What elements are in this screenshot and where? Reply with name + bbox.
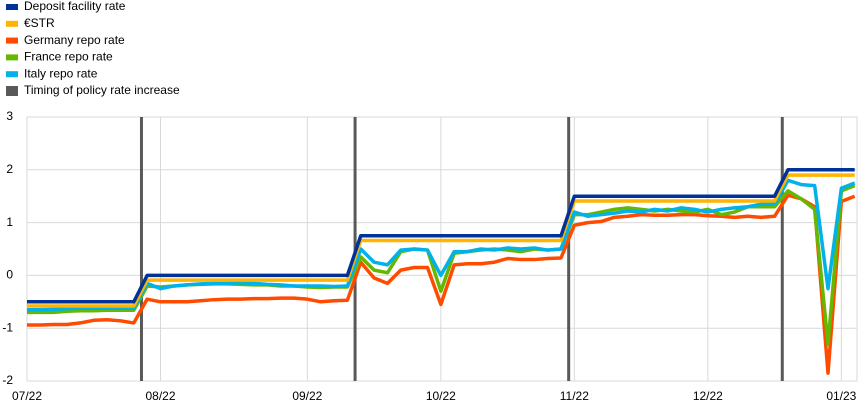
series-line [27, 178, 856, 312]
x-tick-label: 09/22 [292, 389, 322, 403]
legend-swatch [6, 71, 18, 78]
series-line [27, 173, 855, 308]
legend-label: Deposit facility rate [24, 0, 126, 13]
x-tick-label: 10/22 [426, 389, 456, 403]
legend-swatch [6, 54, 18, 61]
legend-label: Italy repo rate [24, 66, 98, 80]
y-tick-label: 3 [6, 109, 13, 123]
y-tick-label: 0 [6, 268, 13, 282]
y-tick-label: 1 [6, 215, 13, 229]
y-tick-label: -1 [2, 320, 13, 334]
legend-swatch [6, 37, 18, 44]
y-tick-label: -2 [2, 373, 13, 387]
legend-swatch [6, 86, 18, 96]
legend-label: Timing of policy rate increase [24, 83, 180, 97]
x-tick-label: 01/23 [826, 389, 856, 403]
legend-swatch [6, 4, 18, 10]
legend-label: €STR [24, 16, 55, 30]
series-line [27, 193, 856, 375]
x-tick-label: 07/22 [12, 389, 42, 403]
series-line [27, 168, 855, 304]
legend-label: Germany repo rate [24, 33, 125, 47]
x-tick-label: 11/22 [560, 389, 589, 403]
legend-swatch [6, 20, 18, 27]
legend-label: France repo rate [24, 50, 113, 64]
x-tick-label: 08/22 [145, 389, 175, 403]
x-tick-label: 12/22 [693, 389, 723, 403]
y-tick-label: 2 [6, 162, 13, 176]
plot-border [26, 116, 858, 382]
